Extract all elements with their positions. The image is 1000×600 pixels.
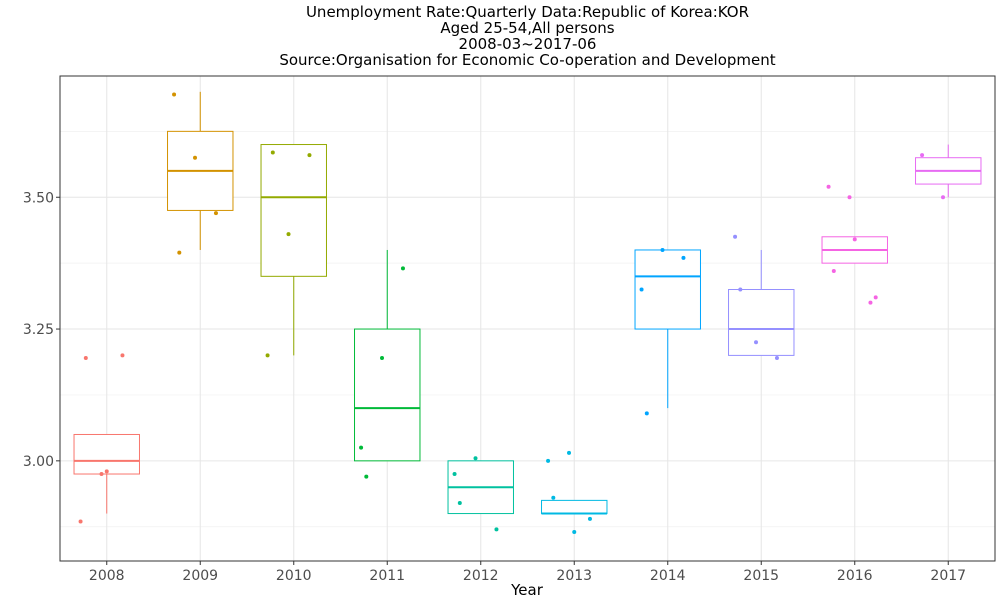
chart-subtitle-3: Source:Organisation for Economic Co-oper… — [279, 51, 776, 69]
data-point-2013 — [587, 516, 592, 521]
data-point-2015 — [738, 287, 743, 292]
box-iqr-2010 — [260, 144, 327, 277]
data-point-2011 — [359, 445, 364, 450]
data-point-2011 — [364, 474, 369, 479]
point-layer — [78, 92, 946, 535]
data-point-2010 — [286, 232, 291, 237]
x-tick-label: 2012 — [463, 568, 499, 584]
data-point-2012 — [452, 472, 457, 477]
data-point-2017 — [920, 153, 925, 158]
data-point-2014 — [660, 247, 665, 252]
data-point-2016 — [847, 195, 852, 200]
data-point-2015 — [754, 340, 759, 345]
data-point-2012 — [494, 527, 499, 532]
data-point-2008 — [78, 519, 83, 524]
data-point-2010 — [270, 150, 275, 155]
data-point-2011 — [400, 266, 405, 271]
chart-title-block: Unemployment Rate:Quarterly Data:Republi… — [60, 4, 995, 68]
box-iqr-2013 — [541, 499, 608, 515]
data-point-2015 — [774, 356, 779, 361]
data-point-2009 — [213, 211, 218, 216]
data-point-2008 — [104, 469, 109, 474]
data-point-2013 — [572, 530, 577, 535]
data-point-2016 — [826, 184, 831, 189]
x-tick-label: 2016 — [837, 568, 873, 584]
data-point-2015 — [733, 234, 738, 239]
data-point-2014 — [681, 255, 686, 260]
x-tick-label: 2014 — [650, 568, 686, 584]
data-point-2017 — [941, 195, 946, 200]
x-tick-label: 2008 — [89, 568, 125, 584]
plot-panel-border — [59, 75, 996, 562]
axis-layer: 3.00 3.25 3.50 2008 2009 2010 2011 2012 2013 2014… — [23, 190, 966, 584]
data-point-2016 — [852, 237, 857, 242]
y-tick-label: 3.00 — [23, 454, 54, 470]
data-point-2013 — [567, 450, 572, 455]
box-layer — [73, 91, 982, 515]
data-point-2008 — [120, 353, 125, 358]
data-point-2008 — [83, 356, 88, 361]
data-point-2012 — [473, 456, 478, 461]
x-tick-label: 2011 — [369, 568, 405, 584]
x-tick-label: 2017 — [930, 568, 966, 584]
data-point-2016 — [831, 269, 836, 274]
data-point-2014 — [644, 411, 649, 416]
data-point-2013 — [551, 495, 556, 500]
x-tick-label: 2015 — [743, 568, 779, 584]
x-tick-label: 2009 — [182, 568, 218, 584]
data-point-2016 — [873, 295, 878, 300]
x-tick-label: 2013 — [556, 568, 592, 584]
box-iqr-2015 — [728, 289, 795, 356]
y-tick-label: 3.50 — [23, 190, 54, 206]
x-tick-label: 2010 — [276, 568, 312, 584]
data-point-2009 — [193, 155, 198, 160]
chart-title: Unemployment Rate:Quarterly Data:Republi… — [305, 3, 750, 21]
data-point-2011 — [380, 356, 385, 361]
data-point-2013 — [546, 458, 551, 463]
data-point-2009 — [172, 92, 177, 97]
data-point-2010 — [265, 353, 270, 358]
data-point-2014 — [639, 287, 644, 292]
y-tick-label: 3.25 — [23, 322, 54, 338]
data-point-2009 — [177, 250, 182, 255]
data-point-2010 — [307, 153, 312, 158]
box-iqr-2011 — [354, 328, 421, 462]
data-point-2012 — [457, 501, 462, 506]
data-point-2008 — [99, 472, 104, 477]
chart-subtitle-2: 2008-03~2017-06 — [458, 35, 597, 53]
box-iqr-2014 — [634, 249, 701, 330]
box-iqr-2008 — [73, 433, 140, 475]
data-point-2016 — [868, 300, 873, 305]
x-axis-title: Year — [510, 581, 544, 599]
chart-subtitle-1: Aged 25-54,All persons — [440, 19, 615, 37]
